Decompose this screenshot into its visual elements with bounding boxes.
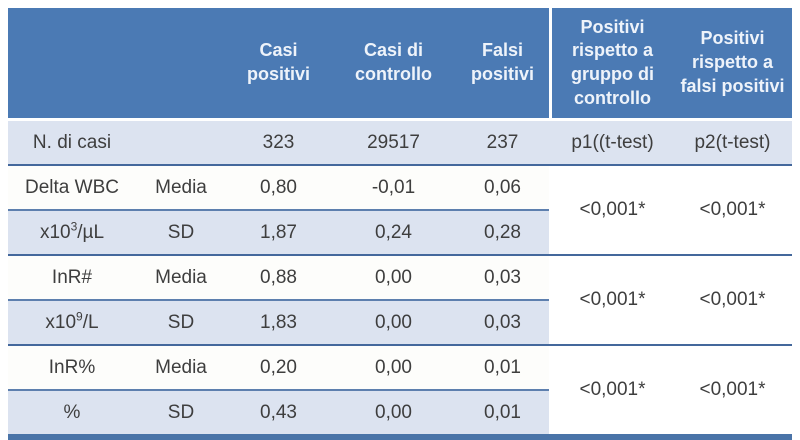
gap-cell	[549, 119, 552, 166]
stat-label: Media	[136, 165, 226, 211]
cell-p2-value: <0,001*	[673, 255, 792, 346]
unit-superscript: 9	[76, 309, 83, 324]
stat-label: SD	[136, 210, 226, 256]
unit-rest: /µL	[77, 221, 105, 243]
header-row: Casi positivi Casi di controllo Falsi po…	[8, 8, 792, 121]
row-unit-label: x103/µL	[8, 210, 136, 256]
stat-label-empty	[136, 119, 226, 166]
cell-sd-casi-positivi: 0,43	[226, 390, 331, 434]
header-gap	[549, 8, 552, 121]
cell-media-falsi-positivi: 0,06	[456, 165, 549, 211]
unit-base: x10	[39, 221, 71, 243]
cell-sd-casi-controllo: 0,24	[331, 210, 456, 256]
header-positivi-vs-gruppo-controllo: Positivi rispetto a gruppo di controllo	[552, 8, 673, 121]
cell-sd-casi-positivi: 1,87	[226, 210, 331, 256]
row-label: N. di casi	[8, 119, 136, 166]
header-casi-di-controllo: Casi di controllo	[331, 8, 456, 121]
stat-label: SD	[136, 300, 226, 346]
cell-p2-value: <0,001*	[673, 345, 792, 434]
cell-sd-falsi-positivi: 0,03	[456, 300, 549, 346]
cell-n-casi-positivi: 323	[226, 119, 331, 166]
row-inr-pct-sd: % SD 0,43 0,00 0,01	[8, 390, 792, 434]
cell-n-casi-controllo: 29517	[331, 119, 456, 166]
cell-media-falsi-positivi: 0,01	[456, 345, 549, 391]
row-label: Delta WBC	[8, 165, 136, 211]
row-n-di-casi: N. di casi 323 29517 237 p1((t-test) p2(…	[8, 119, 792, 166]
stat-label: Media	[136, 345, 226, 391]
row-inr-num-sd: x109/L SD 1,83 0,00 0,03	[8, 300, 792, 346]
cell-media-casi-controllo: 0,00	[331, 255, 456, 301]
cell-sd-falsi-positivi: 0,01	[456, 390, 549, 434]
statistics-table: Casi positivi Casi di controllo Falsi po…	[8, 8, 792, 440]
cell-media-falsi-positivi: 0,03	[456, 255, 549, 301]
header-falsi-positivi: Falsi positivi	[456, 8, 549, 121]
stat-label: Media	[136, 255, 226, 301]
gap-cell	[549, 255, 552, 346]
row-label: InR#	[8, 255, 136, 301]
unit-superscript: 3	[70, 219, 78, 234]
row-inr-num-media: InR# Media 0,88 0,00 0,03 <0,001* <0,001…	[8, 255, 792, 346]
cell-sd-casi-controllo: 0,00	[331, 300, 456, 346]
header-casi-positivi: Casi positivi	[226, 8, 331, 121]
unit-rest: /L	[82, 311, 99, 333]
unit-base: x10	[45, 311, 77, 333]
cell-media-casi-positivi: 0,20	[226, 345, 331, 391]
unit-base: %	[63, 401, 81, 423]
row-label: InR%	[8, 345, 136, 391]
gap-cell	[549, 165, 552, 256]
stat-label: SD	[136, 390, 226, 434]
header-empty-cell	[8, 8, 226, 121]
cell-media-casi-controllo: 0,00	[331, 345, 456, 391]
cell-sd-falsi-positivi: 0,28	[456, 210, 549, 256]
cell-media-casi-controllo: -0,01	[331, 165, 456, 211]
data-table: Casi positivi Casi di controllo Falsi po…	[8, 8, 792, 434]
gap-cell	[549, 345, 552, 434]
cell-p1-value: <0,001*	[552, 255, 673, 346]
cell-p2-label: p2(t-test)	[673, 119, 792, 166]
row-delta-wbc-media: Delta WBC Media 0,80 -0,01 0,06 <0,001* …	[8, 165, 792, 256]
row-unit-label: %	[8, 390, 136, 434]
cell-media-casi-positivi: 0,80	[226, 165, 331, 211]
cell-p1-label: p1((t-test)	[552, 119, 673, 166]
row-unit-label: x109/L	[8, 300, 136, 346]
cell-p1-value: <0,001*	[552, 165, 673, 256]
cell-sd-casi-controllo: 0,00	[331, 390, 456, 434]
cell-p1-value: <0,001*	[552, 345, 673, 434]
table-bottom-border	[8, 434, 792, 440]
cell-sd-casi-positivi: 1,83	[226, 300, 331, 346]
row-delta-wbc-sd: x103/µL SD 1,87 0,24 0,28	[8, 210, 792, 256]
cell-media-casi-positivi: 0,88	[226, 255, 331, 301]
header-positivi-vs-falsi-positivi: Positivi rispetto a falsi positivi	[673, 8, 792, 121]
cell-p2-value: <0,001*	[673, 165, 792, 256]
row-inr-pct-media: InR% Media 0,20 0,00 0,01 <0,001* <0,001…	[8, 345, 792, 434]
cell-n-falsi-positivi: 237	[456, 119, 549, 166]
